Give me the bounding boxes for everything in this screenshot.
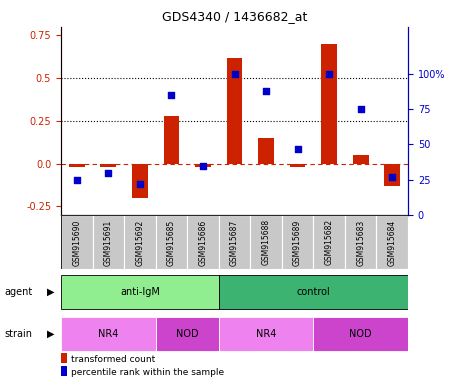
Bar [290,164,305,167]
Point [325,71,333,77]
Bar [377,215,408,269]
Text: control: control [296,287,330,297]
Text: agent: agent [5,287,33,297]
Point [231,71,238,77]
Point [294,146,302,152]
Bar [61,215,92,269]
Bar [187,215,219,269]
Bar [282,215,313,269]
Bar [164,116,179,164]
Bar [69,164,84,167]
Text: NR4: NR4 [98,329,119,339]
Bar [156,215,187,269]
Bar [219,275,408,309]
Bar [100,164,116,167]
Text: GSM915688: GSM915688 [262,219,271,265]
Bar [321,44,337,164]
Bar [92,215,124,269]
Bar [250,215,282,269]
Text: anti-IgM: anti-IgM [120,287,160,297]
Text: GSM915689: GSM915689 [293,219,302,266]
Text: GSM915690: GSM915690 [72,219,81,266]
Text: GSM915687: GSM915687 [230,219,239,266]
Bar [227,58,242,164]
Point [262,88,270,94]
Text: percentile rank within the sample: percentile rank within the sample [71,368,224,377]
Bar [219,215,250,269]
Point [357,106,364,112]
Bar [353,155,369,164]
Bar [61,317,156,351]
Text: ▶: ▶ [47,329,54,339]
Point [136,181,144,187]
Text: GSM915683: GSM915683 [356,219,365,266]
Bar [385,164,400,186]
Text: GSM915685: GSM915685 [167,219,176,266]
Point [105,170,112,176]
Bar [132,164,148,198]
Bar [313,215,345,269]
Text: NOD: NOD [349,329,372,339]
Bar [219,317,313,351]
Text: NOD: NOD [176,329,198,339]
Text: GSM915691: GSM915691 [104,219,113,266]
Text: GSM915692: GSM915692 [136,219,144,266]
Bar [61,275,219,309]
Bar [195,164,211,167]
Text: GSM915682: GSM915682 [325,219,333,265]
Text: strain: strain [5,329,33,339]
Text: transformed count: transformed count [71,354,156,364]
Text: ▶: ▶ [47,287,54,297]
Point [388,174,396,180]
Bar [124,215,156,269]
Bar [345,215,377,269]
Text: NR4: NR4 [256,329,276,339]
Point [167,92,175,98]
Text: GSM915684: GSM915684 [388,219,397,266]
Point [199,162,207,169]
Text: GSM915686: GSM915686 [198,219,207,266]
Point [73,177,81,183]
Text: GDS4340 / 1436682_at: GDS4340 / 1436682_at [162,10,307,23]
Bar [313,317,408,351]
Bar [258,138,274,164]
Bar [156,317,219,351]
